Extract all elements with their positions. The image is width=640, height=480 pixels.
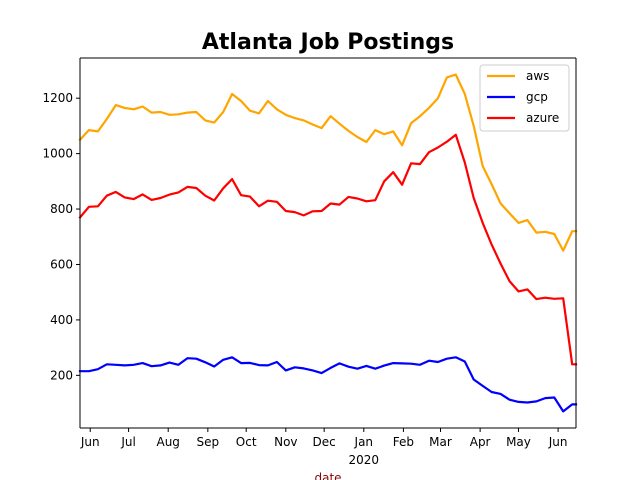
x-tick-label: Nov [274,435,297,449]
x-tick-label: Aug [156,435,179,449]
y-ticks: 200 400 600 800 1000 1200 [42,91,80,382]
chart-title: Atlanta Job Postings [202,30,454,55]
series-layer [78,73,578,413]
series-line-aws [78,73,578,252]
x-tick-label: Dec [313,435,336,449]
x-tick-label: Jul [120,435,135,449]
x-tick-label: Jun [548,435,568,449]
y-tick-label: 800 [50,202,73,216]
legend-box [479,64,570,132]
x-tick-label: Jun [80,435,100,449]
axes-layer [79,57,577,429]
y-tick-label: 400 [50,313,73,327]
y-tick-label: 200 [50,368,73,382]
x-tick-label: Jan [354,435,374,449]
x-tick-label: Oct [236,435,257,449]
x-tick-label: Mar [429,435,452,449]
y-tick-label: 1200 [42,91,73,105]
series-line-gcp [78,356,578,413]
x-tick-label: May [506,435,531,449]
y-tick-label: 1000 [42,147,73,161]
x-tick-label: Feb [393,435,414,449]
legend-items: aws gcp azure [487,69,559,125]
series-line-azure [78,133,578,366]
legend-label-azure: azure [526,111,559,125]
legend-label-gcp: gcp [526,90,548,104]
x-axis-label: date [314,471,341,480]
legend-label-aws: aws [526,69,549,83]
y-tick-label: 600 [50,257,73,271]
legend: aws gcp azure [479,64,570,132]
x-tick-label: Sep [197,435,220,449]
x-tick-year-label: 2020 [349,453,380,467]
x-ticks: Jun Jul Aug Sep Oct Nov Dec Jan 2020 Feb Mar Apr May… [80,428,568,467]
x-tick-label: Apr [470,435,491,449]
